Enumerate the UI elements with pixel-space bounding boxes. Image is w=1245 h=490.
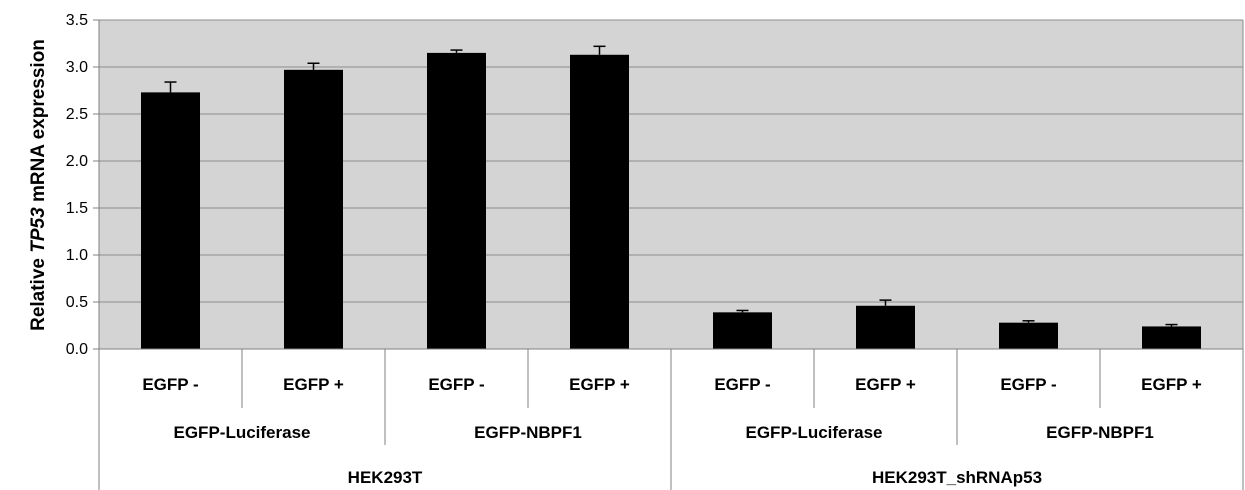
bar [284, 69, 343, 349]
x-category-label: EGFP - [714, 375, 770, 394]
y-tick-label: 2.0 [66, 153, 88, 170]
y-tick-label: 1.0 [66, 247, 88, 264]
x-cell-line-label: HEK293T_shRNAp53 [872, 468, 1042, 487]
x-category-label: EGFP - [142, 375, 198, 394]
x-construct-label: EGFP-NBPF1 [1046, 423, 1154, 442]
y-tick-labels: 0.0 0.5 1.0 1.5 2.0 2.5 3.0 3.5 [66, 12, 88, 358]
y-tick-label: 0.5 [66, 294, 88, 311]
bar [427, 52, 486, 350]
bar [1142, 326, 1201, 349]
x-category-label: EGFP + [1141, 375, 1202, 394]
x-category-label: EGFP + [855, 375, 916, 394]
axes [93, 19, 1244, 490]
x-category-label: EGFP - [428, 375, 484, 394]
x-category-label: EGFP + [283, 375, 344, 394]
x-construct-label: EGFP-Luciferase [174, 423, 311, 442]
x-category-label: EGFP + [569, 375, 630, 394]
x-construct-label: EGFP-Luciferase [746, 423, 883, 442]
plot-area [99, 20, 1243, 349]
bars [141, 45, 1201, 350]
y-tick-label: 2.5 [66, 106, 88, 123]
y-tick-label: 3.0 [66, 59, 88, 76]
bar [999, 322, 1058, 349]
y-axis-label-gene: TP53 [28, 207, 49, 253]
y-tick-label: 3.5 [66, 12, 88, 29]
x-construct-label: EGFP-NBPF1 [474, 423, 582, 442]
y-axis-label-part: mRNA expression [28, 39, 49, 207]
y-tick-label: 0.0 [66, 341, 88, 358]
bar [141, 92, 200, 349]
x-category-label: EGFP - [1000, 375, 1056, 394]
x-cell-line-label: HEK293T [348, 468, 423, 487]
bar [856, 305, 915, 349]
y-tick-label: 1.5 [66, 200, 88, 217]
bar [713, 312, 772, 349]
bar [570, 54, 629, 349]
y-axis-label: Relative TP53 mRNA expression [28, 39, 49, 331]
y-axis-label-part: Relative [28, 253, 49, 331]
x-category-labels: EGFP - EGFP + EGFP - EGFP + EGFP - EGFP + EGFP… [142, 375, 1202, 487]
